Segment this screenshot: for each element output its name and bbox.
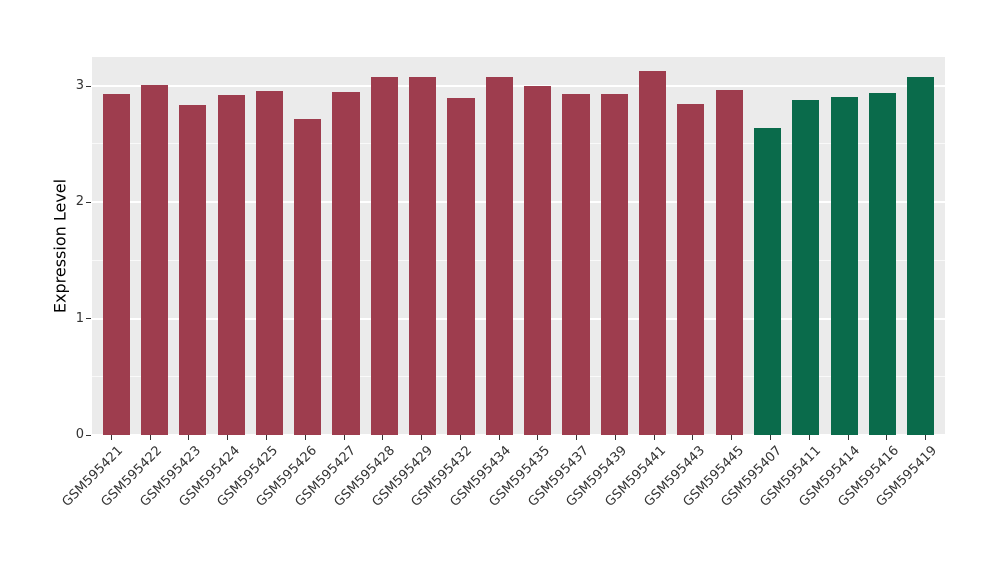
bar: [524, 86, 552, 435]
bar-slot: [442, 57, 480, 435]
y-tick-mark: [86, 201, 91, 203]
bar-slot: [902, 57, 940, 435]
bar-slot: [250, 57, 288, 435]
bar: [255, 90, 283, 435]
x-tick-mark: [576, 435, 578, 440]
y-tick-label: 1: [75, 310, 84, 326]
bar-slot: [633, 57, 671, 435]
bar: [600, 94, 628, 435]
bar: [179, 104, 207, 435]
x-tick-mark: [421, 435, 423, 440]
bar: [792, 100, 820, 435]
bar: [868, 93, 896, 435]
bar: [140, 84, 169, 435]
x-tick-mark: [265, 435, 267, 440]
bar-slot: [404, 57, 442, 435]
x-tick-mark: [343, 435, 345, 440]
bar: [217, 95, 245, 435]
y-tick-mark: [86, 318, 91, 320]
bar: [830, 96, 858, 435]
y-tick-mark: [86, 85, 91, 87]
x-tick-mark: [304, 435, 306, 440]
bar-slot: [518, 57, 556, 435]
bar-slot: [97, 57, 135, 435]
bar: [332, 91, 360, 435]
bar-slot: [557, 57, 595, 435]
x-tick-mark: [227, 435, 229, 440]
bar-slot: [212, 57, 250, 435]
x-tick-mark: [498, 435, 500, 440]
bar-slot: [595, 57, 633, 435]
bar-slot: [672, 57, 710, 435]
bar-slot: [480, 57, 518, 435]
bar-slot: [787, 57, 825, 435]
gridline-major: [92, 434, 945, 436]
x-tick-mark: [459, 435, 461, 440]
gridline-major: [92, 317, 945, 320]
bar-slot: [289, 57, 327, 435]
x-tick-mark: [149, 435, 151, 440]
bar-slot: [327, 57, 365, 435]
y-tick-label: 2: [75, 194, 84, 210]
bar: [409, 76, 437, 435]
bar-slot: [365, 57, 403, 435]
bar: [485, 76, 513, 435]
x-tick-mark: [925, 435, 927, 440]
bar: [562, 94, 590, 435]
gridline-minor: [92, 143, 945, 145]
x-tick-mark: [808, 435, 810, 440]
gridline-minor: [92, 375, 945, 377]
bar: [638, 70, 667, 435]
bar-slot: [174, 57, 212, 435]
bar-slot: [748, 57, 786, 435]
bar-slot: [863, 57, 901, 435]
bar: [370, 76, 398, 435]
bar: [715, 89, 743, 435]
bars-container: [92, 57, 945, 435]
x-tick-mark: [692, 435, 694, 440]
x-tick-mark: [731, 435, 733, 440]
plot-panel: [92, 57, 945, 436]
bar: [447, 97, 475, 435]
gridline-minor: [92, 259, 945, 261]
x-tick-mark: [188, 435, 190, 440]
bar-slot: [710, 57, 748, 435]
bar: [753, 127, 782, 435]
gridline-major: [92, 201, 945, 204]
bar: [102, 94, 130, 435]
x-tick-mark: [537, 435, 539, 440]
y-tick-label: 3: [75, 78, 84, 94]
x-tick-mark: [614, 435, 616, 440]
x-tick-mark: [382, 435, 384, 440]
bar: [294, 118, 322, 435]
bar-slot: [825, 57, 863, 435]
y-tick-mark: [86, 434, 91, 436]
x-tick-mark: [886, 435, 888, 440]
x-tick-mark: [847, 435, 849, 440]
gridline-major: [92, 85, 945, 88]
bar-slot: [135, 57, 173, 435]
y-tick-label: 0: [75, 427, 84, 442]
x-tick-mark: [770, 435, 772, 440]
x-tick-mark: [653, 435, 655, 440]
bar: [907, 76, 935, 435]
x-tick-mark: [110, 435, 112, 440]
bar: [677, 103, 705, 435]
